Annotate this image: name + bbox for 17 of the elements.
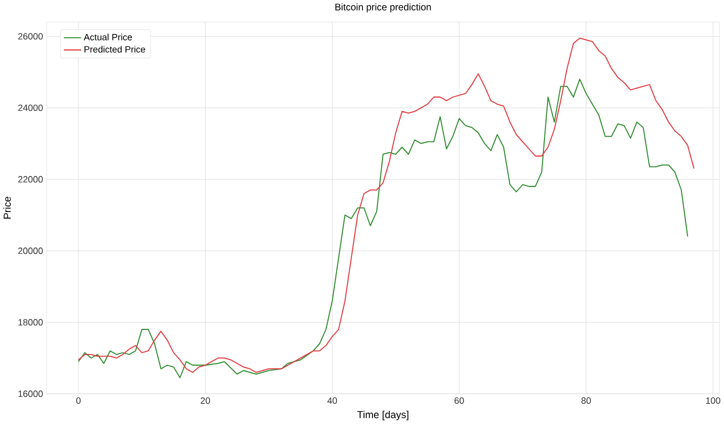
y-tick-label: 20000 <box>18 248 43 254</box>
legend-label: Predicted Price <box>84 46 146 53</box>
x-tick-label: 0 <box>76 398 81 404</box>
x-tick-label: 40 <box>327 398 337 404</box>
x-tick-label: 20 <box>200 398 210 404</box>
legend-label: Actual Price <box>84 34 132 41</box>
y-tick-label: 26000 <box>18 33 43 40</box>
y-tick-label: 16000 <box>18 390 43 398</box>
y-axis-title: Price <box>3 197 11 219</box>
x-tick-label: 80 <box>581 398 591 404</box>
chart-title: Bitcoin price prediction <box>335 4 431 13</box>
x-tick-label: 100 <box>706 398 720 404</box>
y-tick-label: 18000 <box>18 319 43 326</box>
y-tick-label: 22000 <box>18 176 43 183</box>
x-tick-label: 60 <box>454 398 464 404</box>
x-axis-title: Time [days] <box>357 410 408 420</box>
y-tick-label: 24000 <box>18 104 43 112</box>
